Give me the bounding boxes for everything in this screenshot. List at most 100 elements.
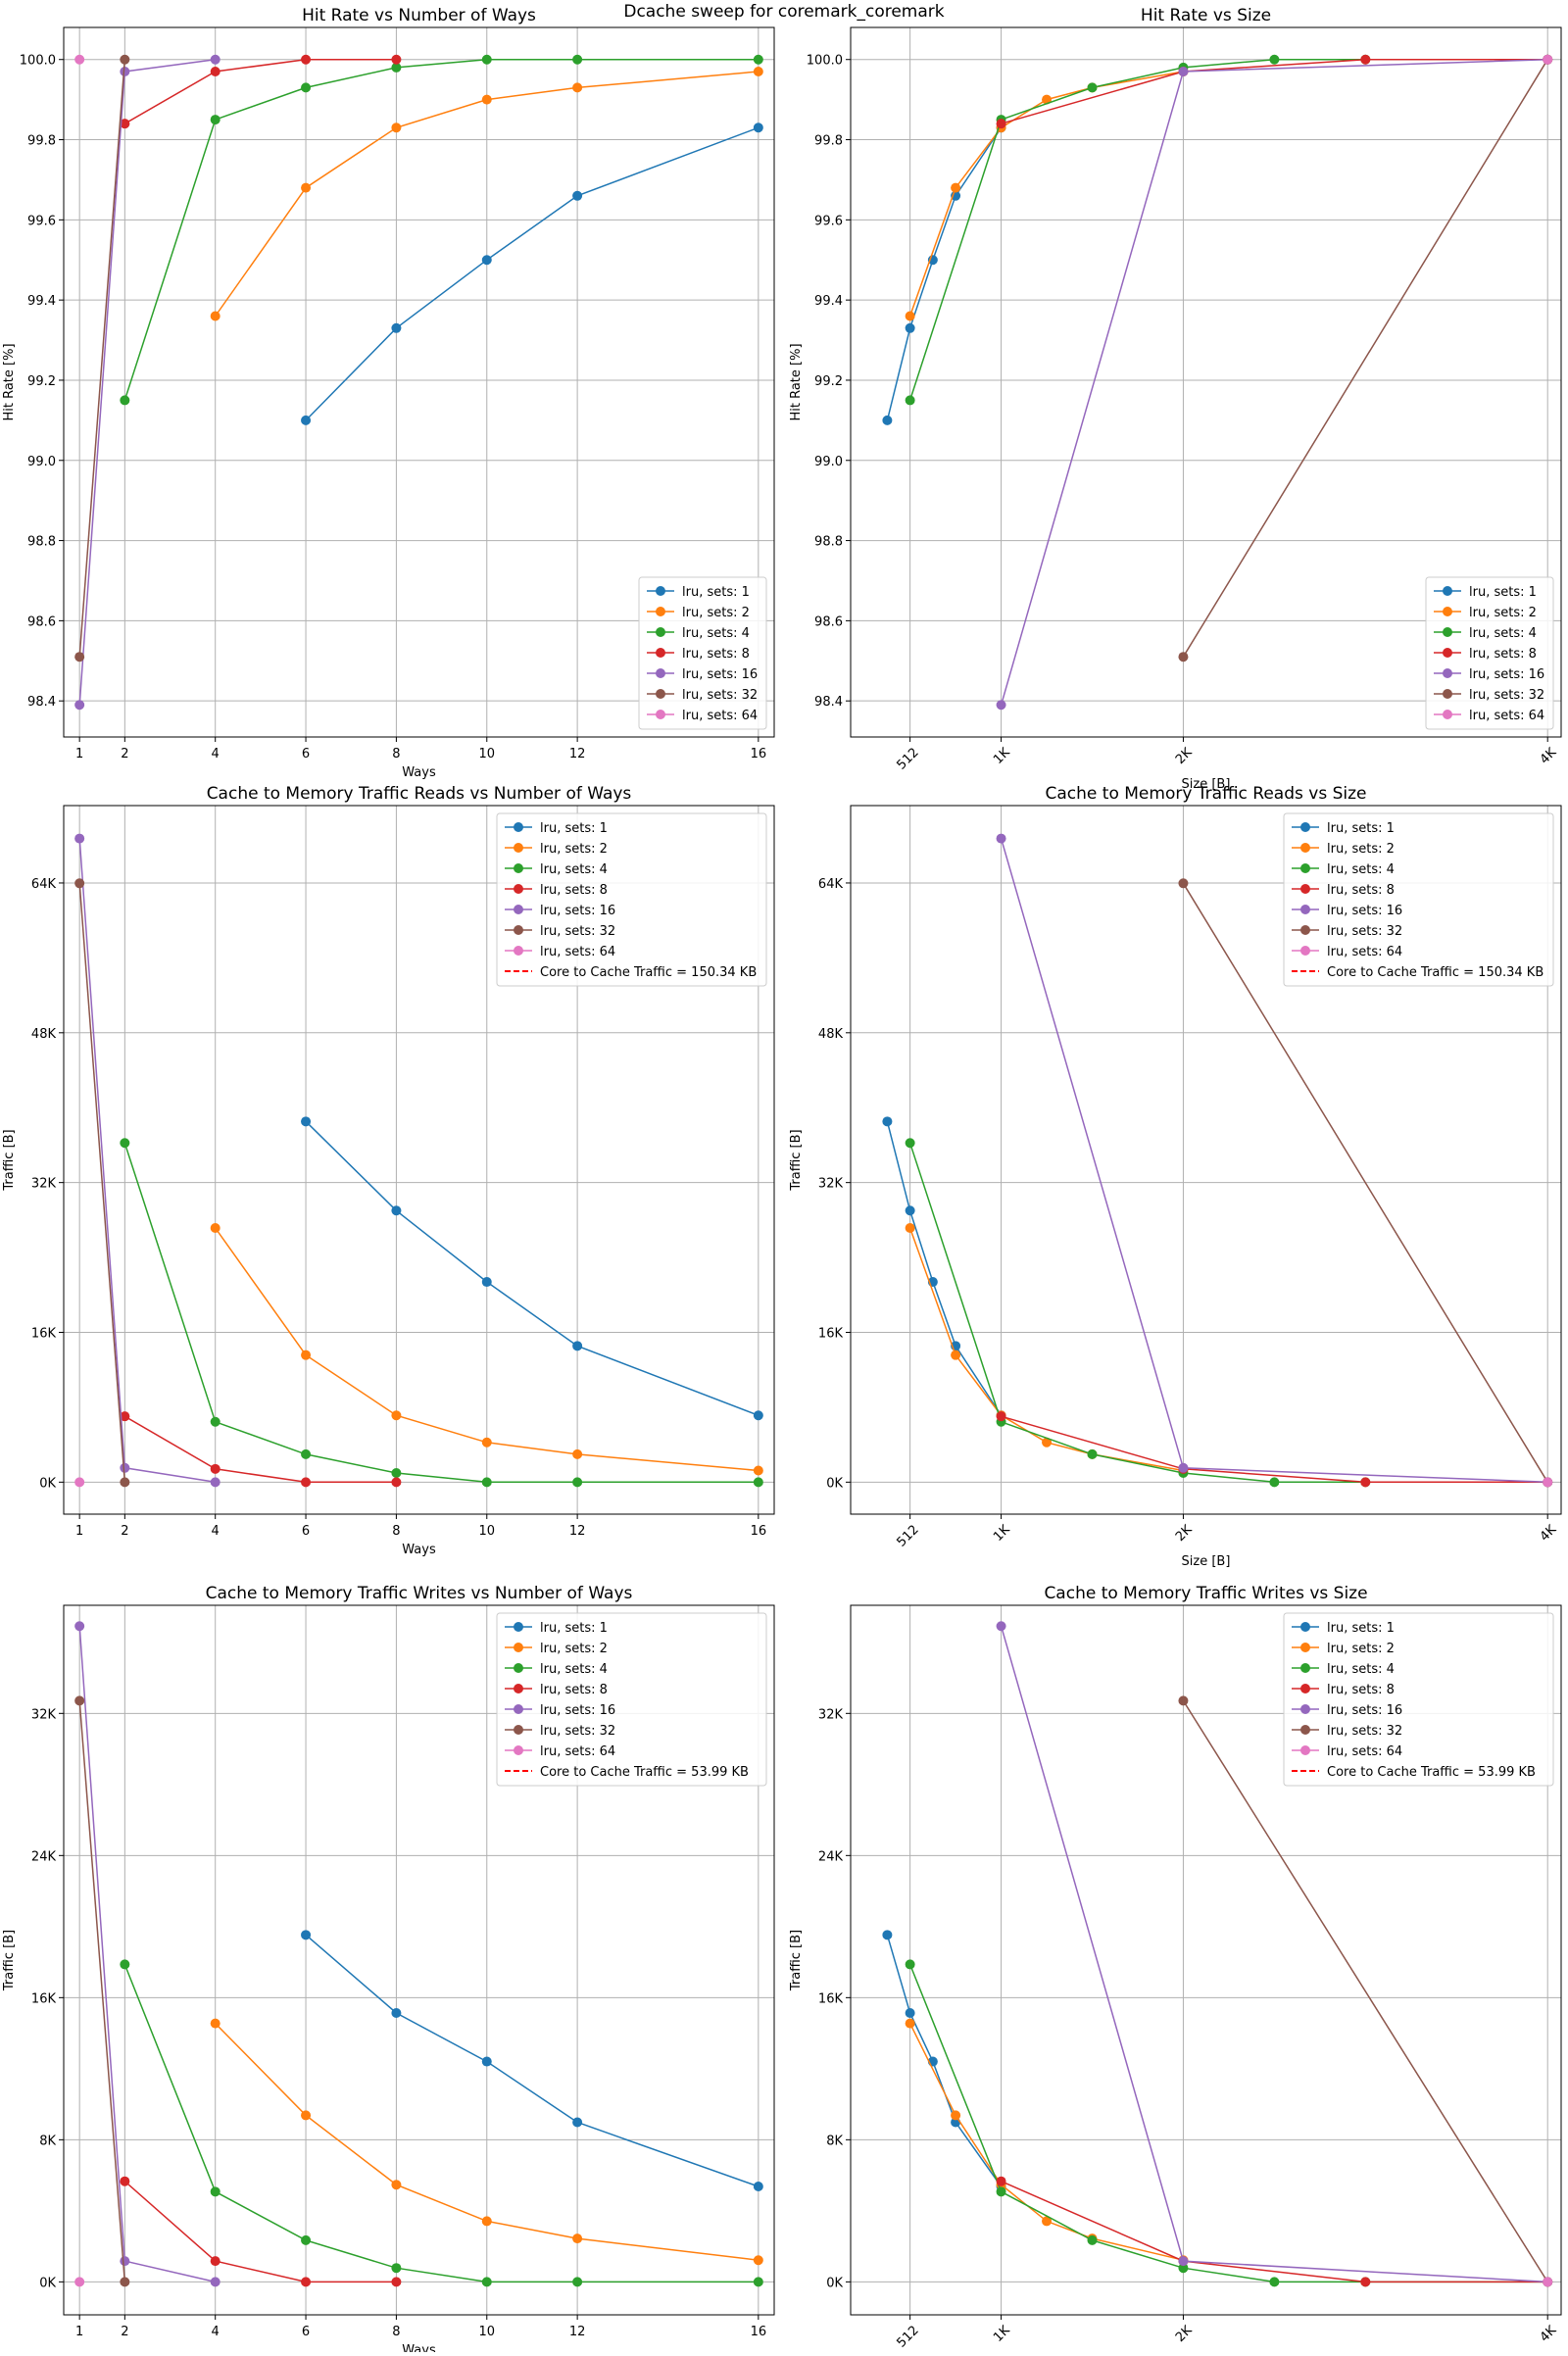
- y-tick-label: 24K: [31, 1849, 57, 1864]
- data-point: [481, 255, 492, 266]
- data-point: [572, 2277, 583, 2287]
- data-point: [996, 2176, 1006, 2186]
- data-point: [120, 66, 130, 76]
- legend-marker: [656, 586, 665, 596]
- legend-entry: lru, sets: 8: [1292, 883, 1395, 898]
- y-axis-label: Traffic [B]: [2, 1129, 17, 1191]
- y-tick-label: 98.4: [27, 695, 56, 710]
- legend-entry: lru, sets: 16: [1434, 667, 1544, 682]
- legend-label: lru, sets: 16: [540, 904, 615, 918]
- legend-marker: [514, 946, 523, 956]
- x-tick-label: 12: [569, 2325, 586, 2339]
- legend-entry: lru, sets: 32: [1292, 1724, 1402, 1739]
- y-tick-label: 8K: [826, 2134, 843, 2148]
- legend-label: lru, sets: 8: [540, 1683, 608, 1697]
- chart-title: Cache to Memory Traffic Reads vs Size: [1046, 784, 1367, 804]
- legend-frame: [496, 1612, 767, 1787]
- legend-label: lru, sets: 16: [682, 667, 758, 682]
- data-point: [391, 1410, 402, 1421]
- legend-entry: lru, sets: 32: [1292, 924, 1402, 939]
- legend-marker: [1300, 884, 1310, 894]
- data-point: [210, 1477, 220, 1488]
- y-tick-label: 16K: [818, 1327, 844, 1342]
- legend-entry: lru, sets: 4: [505, 1662, 608, 1677]
- series-line: [1001, 58, 1548, 124]
- data-point: [391, 1205, 402, 1216]
- legend-entry: Core to Cache Traffic = 53.99 KB: [505, 1765, 749, 1780]
- data-point: [905, 322, 915, 333]
- x-tick-label: 512: [895, 1522, 922, 1549]
- legend-label: lru, sets: 16: [1469, 667, 1544, 682]
- data-point: [210, 2277, 220, 2287]
- y-axis-label: Hit Rate [%]: [789, 343, 804, 420]
- x-tick-label: 12: [569, 1524, 586, 1539]
- data-point: [74, 1477, 85, 1488]
- series-lru-sets-1: [882, 1930, 1006, 2192]
- y-tick-label: 0K: [39, 2276, 56, 2290]
- series-lru-sets-2: [210, 2018, 763, 2266]
- legend-entry: lru, sets: 2: [505, 1642, 608, 1656]
- legend: lru, sets: 1 lru, sets: 2 lru, sets: 4 lru,…: [1283, 1612, 1554, 1787]
- data-point: [301, 1116, 312, 1127]
- data-point: [572, 190, 583, 201]
- data-point: [210, 2186, 220, 2197]
- legend-entry: lru, sets: 8: [1292, 1683, 1395, 1697]
- data-point: [301, 415, 312, 425]
- data-point: [1269, 54, 1280, 65]
- data-point: [391, 1477, 402, 1488]
- legend-entry: Core to Cache Traffic = 150.34 KB: [1292, 965, 1544, 980]
- y-tick-label: 98.4: [814, 695, 843, 710]
- data-point: [210, 1416, 220, 1427]
- data-point: [753, 54, 763, 65]
- legend-label: lru, sets: 2: [1327, 1642, 1395, 1656]
- data-point: [1543, 1477, 1553, 1488]
- x-tick-label: 1: [75, 1524, 83, 1539]
- data-point: [301, 82, 312, 93]
- legend-entry: lru, sets: 64: [505, 945, 615, 959]
- legend-marker: [514, 884, 523, 894]
- data-point: [882, 415, 893, 425]
- y-tick-label: 99.8: [814, 134, 843, 149]
- x-axis-label: Ways: [402, 765, 436, 780]
- data-point: [481, 2056, 492, 2067]
- series-lru-sets-2: [210, 66, 763, 321]
- legend-marker: [656, 607, 665, 616]
- legend-label: lru, sets: 64: [540, 1744, 615, 1759]
- series-line: [1182, 882, 1548, 1483]
- legend-marker: [1443, 607, 1452, 616]
- x-tick-label: 1K: [991, 2323, 1013, 2345]
- data-point: [996, 833, 1006, 844]
- axes-frame: [850, 26, 1562, 738]
- data-point: [481, 1437, 492, 1448]
- data-point: [753, 2277, 763, 2287]
- legend-frame: [1283, 812, 1554, 987]
- legend-label: lru, sets: 4: [1469, 626, 1537, 641]
- axes-frame: [850, 1604, 1562, 2316]
- legend-marker: [514, 1643, 523, 1652]
- legend-label: lru, sets: 1: [1327, 1621, 1395, 1636]
- series-line: [123, 1415, 397, 1484]
- legend-marker: [514, 1663, 523, 1673]
- legend-marker: [514, 1745, 523, 1755]
- data-point: [905, 1959, 915, 1970]
- legend-entry: lru, sets: 32: [505, 924, 615, 939]
- legend-marker: [656, 689, 665, 699]
- series-lru-sets-8: [120, 2176, 402, 2287]
- legend-entry: lru, sets: 16: [505, 904, 615, 918]
- data-point: [120, 1477, 130, 1488]
- y-tick-label: 0K: [826, 2276, 843, 2290]
- legend-marker: [514, 822, 523, 832]
- legend-marker: [1300, 1745, 1310, 1755]
- y-axis-label: Traffic [B]: [789, 1930, 804, 1991]
- chart-title: Cache to Memory Traffic Reads vs Number …: [207, 784, 632, 804]
- legend-marker: [656, 710, 665, 719]
- data-point: [301, 2110, 312, 2121]
- series-line: [908, 58, 1548, 401]
- legend-entry: lru, sets: 2: [1434, 606, 1537, 620]
- data-point: [301, 1930, 312, 1940]
- legend-entry: lru, sets: 2: [1292, 842, 1395, 857]
- x-tick-label: 6: [302, 1524, 310, 1539]
